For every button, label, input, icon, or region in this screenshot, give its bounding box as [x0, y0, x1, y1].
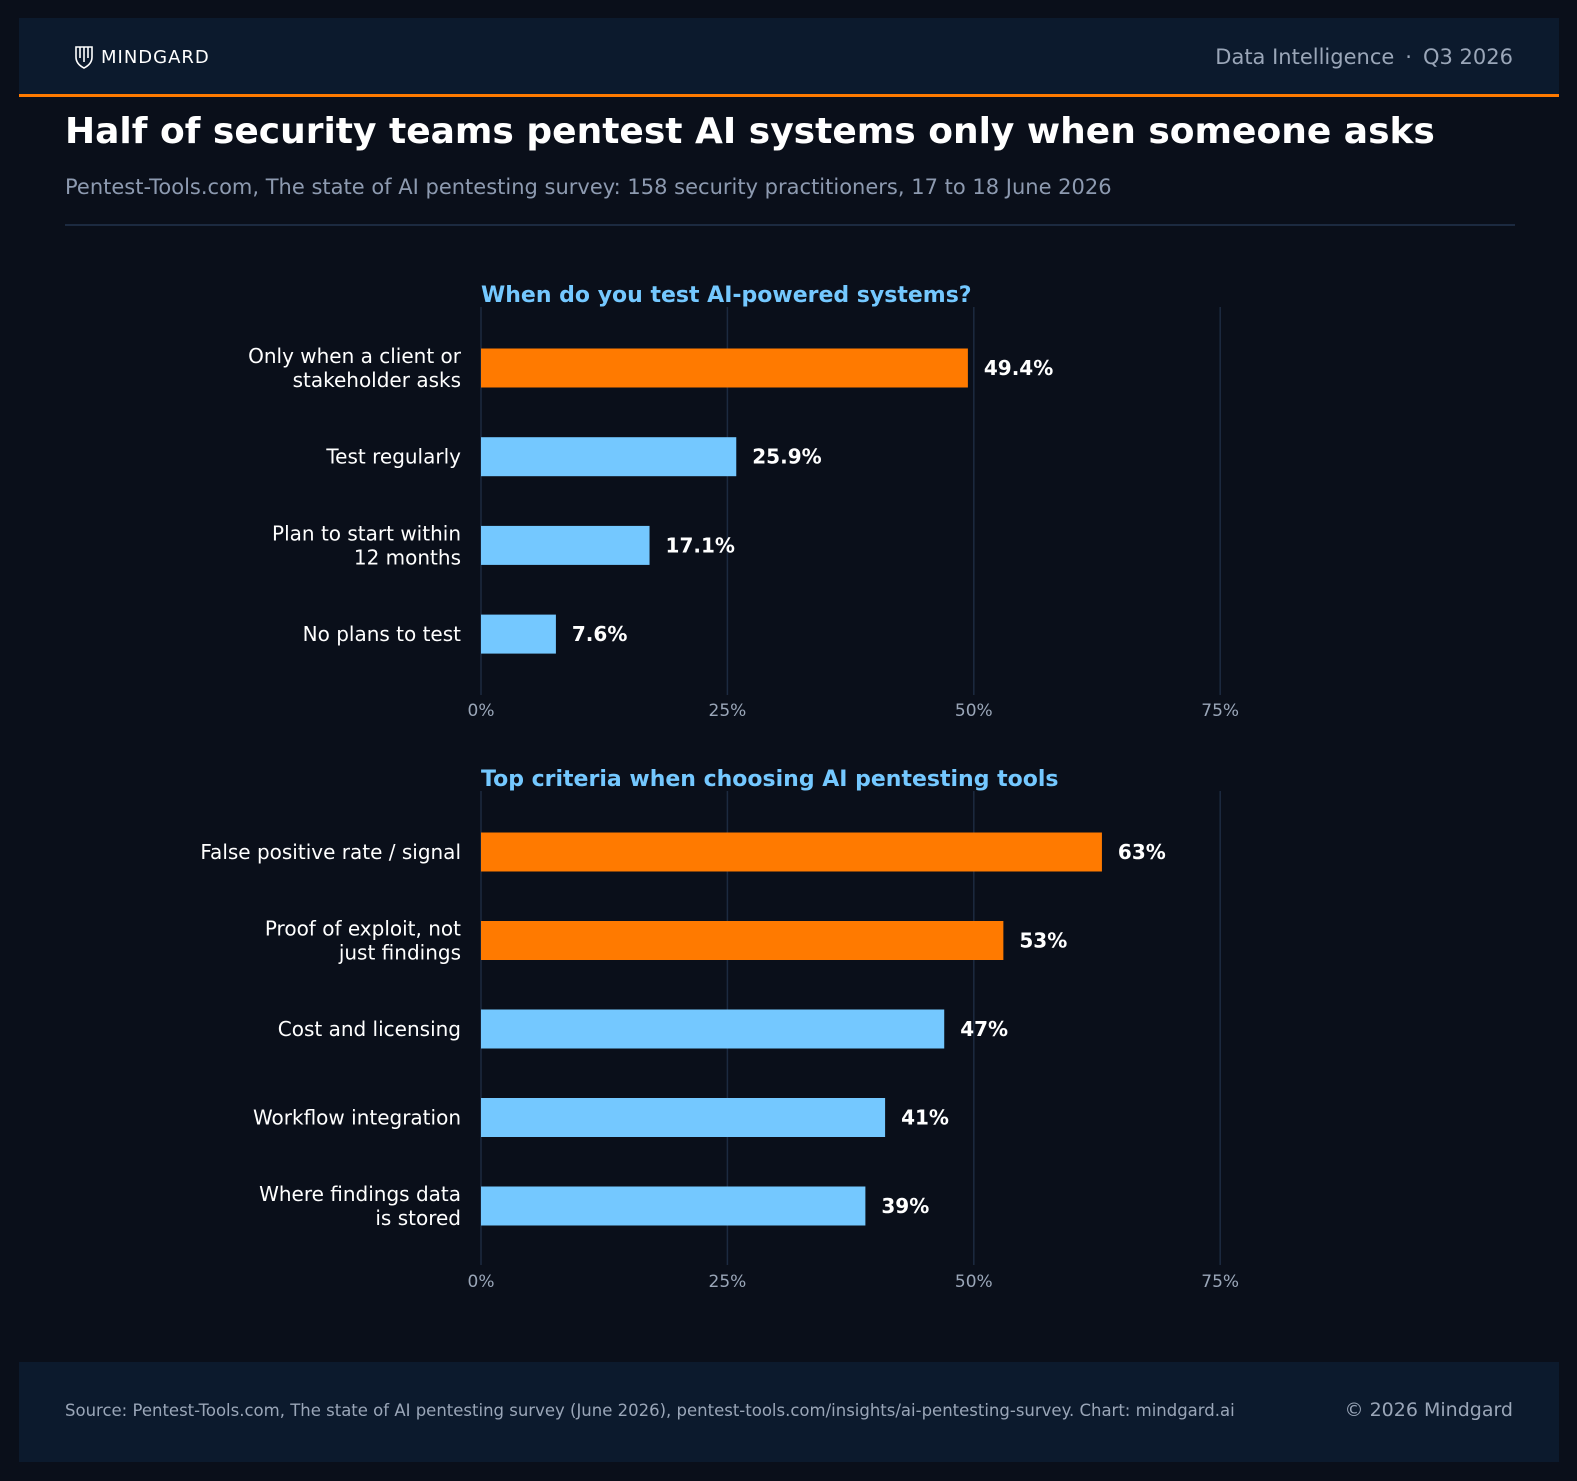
bar	[481, 437, 737, 477]
category-label-line: 12 months	[354, 545, 461, 569]
title-divider	[65, 224, 1515, 226]
x-tick-label: 75%	[1201, 701, 1239, 721]
shield-icon	[75, 46, 93, 69]
category-label-line: Test regularly	[325, 445, 461, 469]
bar-value-label: 7.6%	[572, 622, 627, 646]
bar-value-label: 63%	[1118, 840, 1166, 864]
x-tick-label: 25%	[709, 1272, 747, 1292]
category-label: Cost and licensing	[278, 1017, 461, 1041]
chart-title: Top criteria when choosing AI pentesting…	[481, 767, 1058, 792]
bar	[481, 525, 650, 565]
category-label: Plan to start within 12 months	[272, 521, 461, 569]
bar	[481, 1009, 945, 1049]
category-label: Workflow integration	[253, 1106, 461, 1130]
bar	[481, 348, 968, 388]
x-tick-label: 0%	[468, 1272, 495, 1292]
bar-value-label: 53%	[1019, 929, 1067, 953]
category-label-line: Workflow integration	[253, 1106, 461, 1130]
x-tick-label: 50%	[955, 701, 993, 721]
bar-value-label: 49.4%	[984, 356, 1053, 380]
category-label-line: False positive rate / signal	[200, 840, 461, 864]
footer-copyright: © 2026 Mindgard	[1344, 1399, 1513, 1421]
category-label-line: is stored	[375, 1206, 461, 1230]
bar	[481, 1098, 886, 1137]
header-separator: ·	[1405, 45, 1412, 69]
charts-area: 0% 25% 50% 75% When do you test AI-powered s…	[200, 283, 1239, 1292]
category-label-line: Only when a client or	[248, 344, 462, 368]
category-label: Only when a client or stakeholder asks	[248, 344, 462, 392]
x-tick-label: 0%	[468, 701, 495, 721]
x-tick-label: 75%	[1201, 1272, 1239, 1292]
bar-value-label: 17.1%	[666, 533, 735, 557]
header-meta: Data Intelligence · Q3 2026	[1215, 45, 1513, 69]
category-label-line: Cost and licensing	[278, 1017, 461, 1041]
category-label: Proof of exploit, not just findings	[265, 917, 461, 965]
bar-value-label: 47%	[960, 1017, 1008, 1041]
bar	[481, 1186, 866, 1226]
header-bar: MINDGARD Data Intelligence · Q3 2026	[19, 18, 1559, 97]
bar-value-label: 39%	[881, 1194, 929, 1218]
category-label: False positive rate / signal	[200, 840, 461, 864]
category-label-line: just findings	[338, 941, 461, 965]
bar-value-label: 41%	[901, 1106, 949, 1130]
chart-title: When do you test AI-powered systems?	[481, 283, 972, 308]
header-period: Q3 2026	[1422, 45, 1513, 69]
page-title: Half of security teams pentest AI system…	[65, 111, 1435, 152]
brand-logo: MINDGARD	[74, 45, 210, 69]
x-tick-label: 25%	[709, 701, 747, 721]
category-label: Where findings data is stored	[259, 1182, 461, 1230]
bar	[481, 921, 1004, 960]
footer-source: Source: Pentest-Tools.com, The state of …	[65, 1401, 1235, 1420]
footer-bar: Source: Pentest-Tools.com, The state of …	[19, 1362, 1559, 1462]
x-tick-label: 50%	[955, 1272, 993, 1292]
header-section: Data Intelligence	[1215, 45, 1395, 69]
category-label-line: Plan to start within	[272, 521, 461, 545]
category-label: Test regularly	[325, 445, 461, 469]
category-label: No plans to test	[303, 622, 462, 646]
category-label-line: stakeholder asks	[293, 368, 461, 392]
logo-text: MINDGARD	[101, 46, 210, 68]
bar	[481, 832, 1102, 872]
category-label-line: No plans to test	[303, 622, 462, 646]
category-label-line: Proof of exploit, not	[265, 917, 461, 941]
category-label-line: Where findings data	[259, 1182, 461, 1206]
page-subtitle: Pentest-Tools.com, The state of AI pente…	[65, 175, 1112, 199]
bar-value-label: 25.9%	[752, 445, 821, 469]
bar	[481, 614, 556, 654]
